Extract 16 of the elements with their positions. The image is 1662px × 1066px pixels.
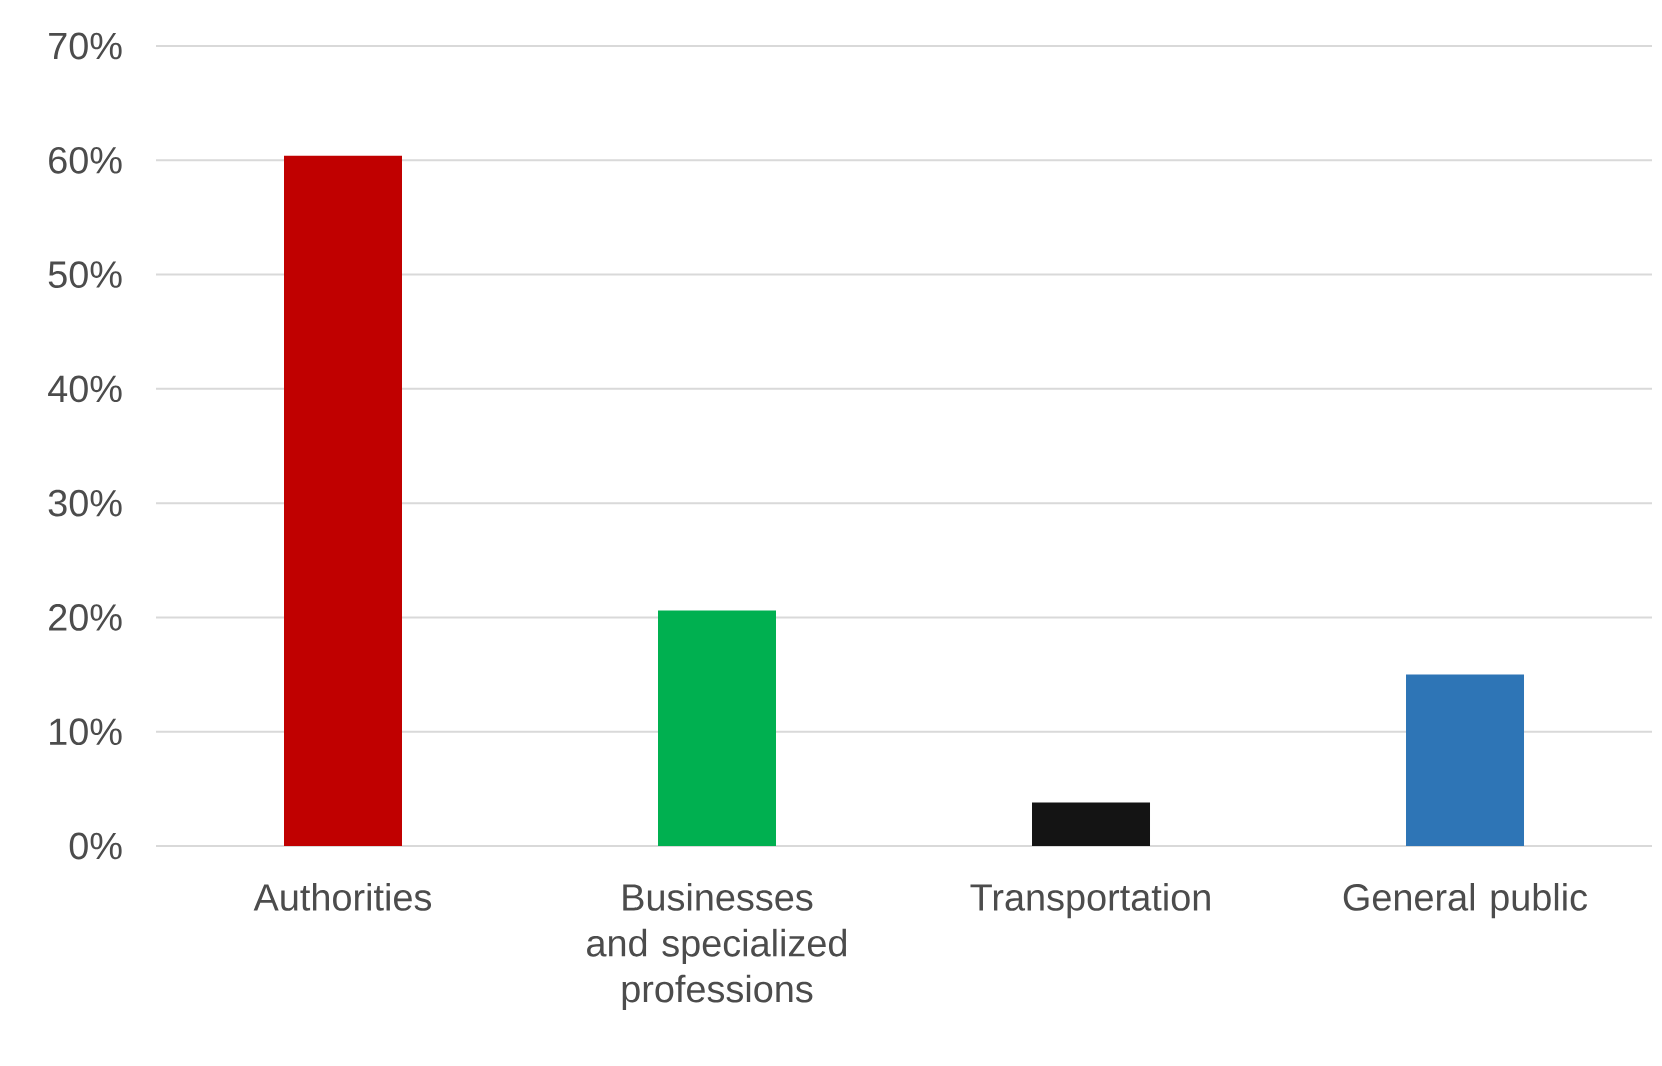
y-tick-label: 30% — [48, 489, 122, 517]
y-tick-label: 70% — [49, 32, 122, 60]
y-tick-label: 50% — [48, 261, 122, 288]
bar — [658, 610, 776, 846]
x-tick-label: Transportation — [970, 883, 1210, 919]
x-tick-label: General public — [1343, 883, 1588, 919]
bar — [1406, 674, 1525, 846]
bar — [1032, 802, 1151, 846]
x-tick-label: Businesses and specialized professions — [587, 883, 847, 1010]
y-tick-label: 20% — [49, 604, 122, 631]
y-tick-label: 60% — [49, 146, 122, 174]
bar — [284, 155, 402, 846]
y-tick-label: 10% — [50, 718, 122, 746]
y-tick-label: 40% — [48, 375, 122, 403]
x-tick-label: Authorities — [253, 883, 432, 911]
y-tick-label: 0% — [69, 832, 122, 860]
